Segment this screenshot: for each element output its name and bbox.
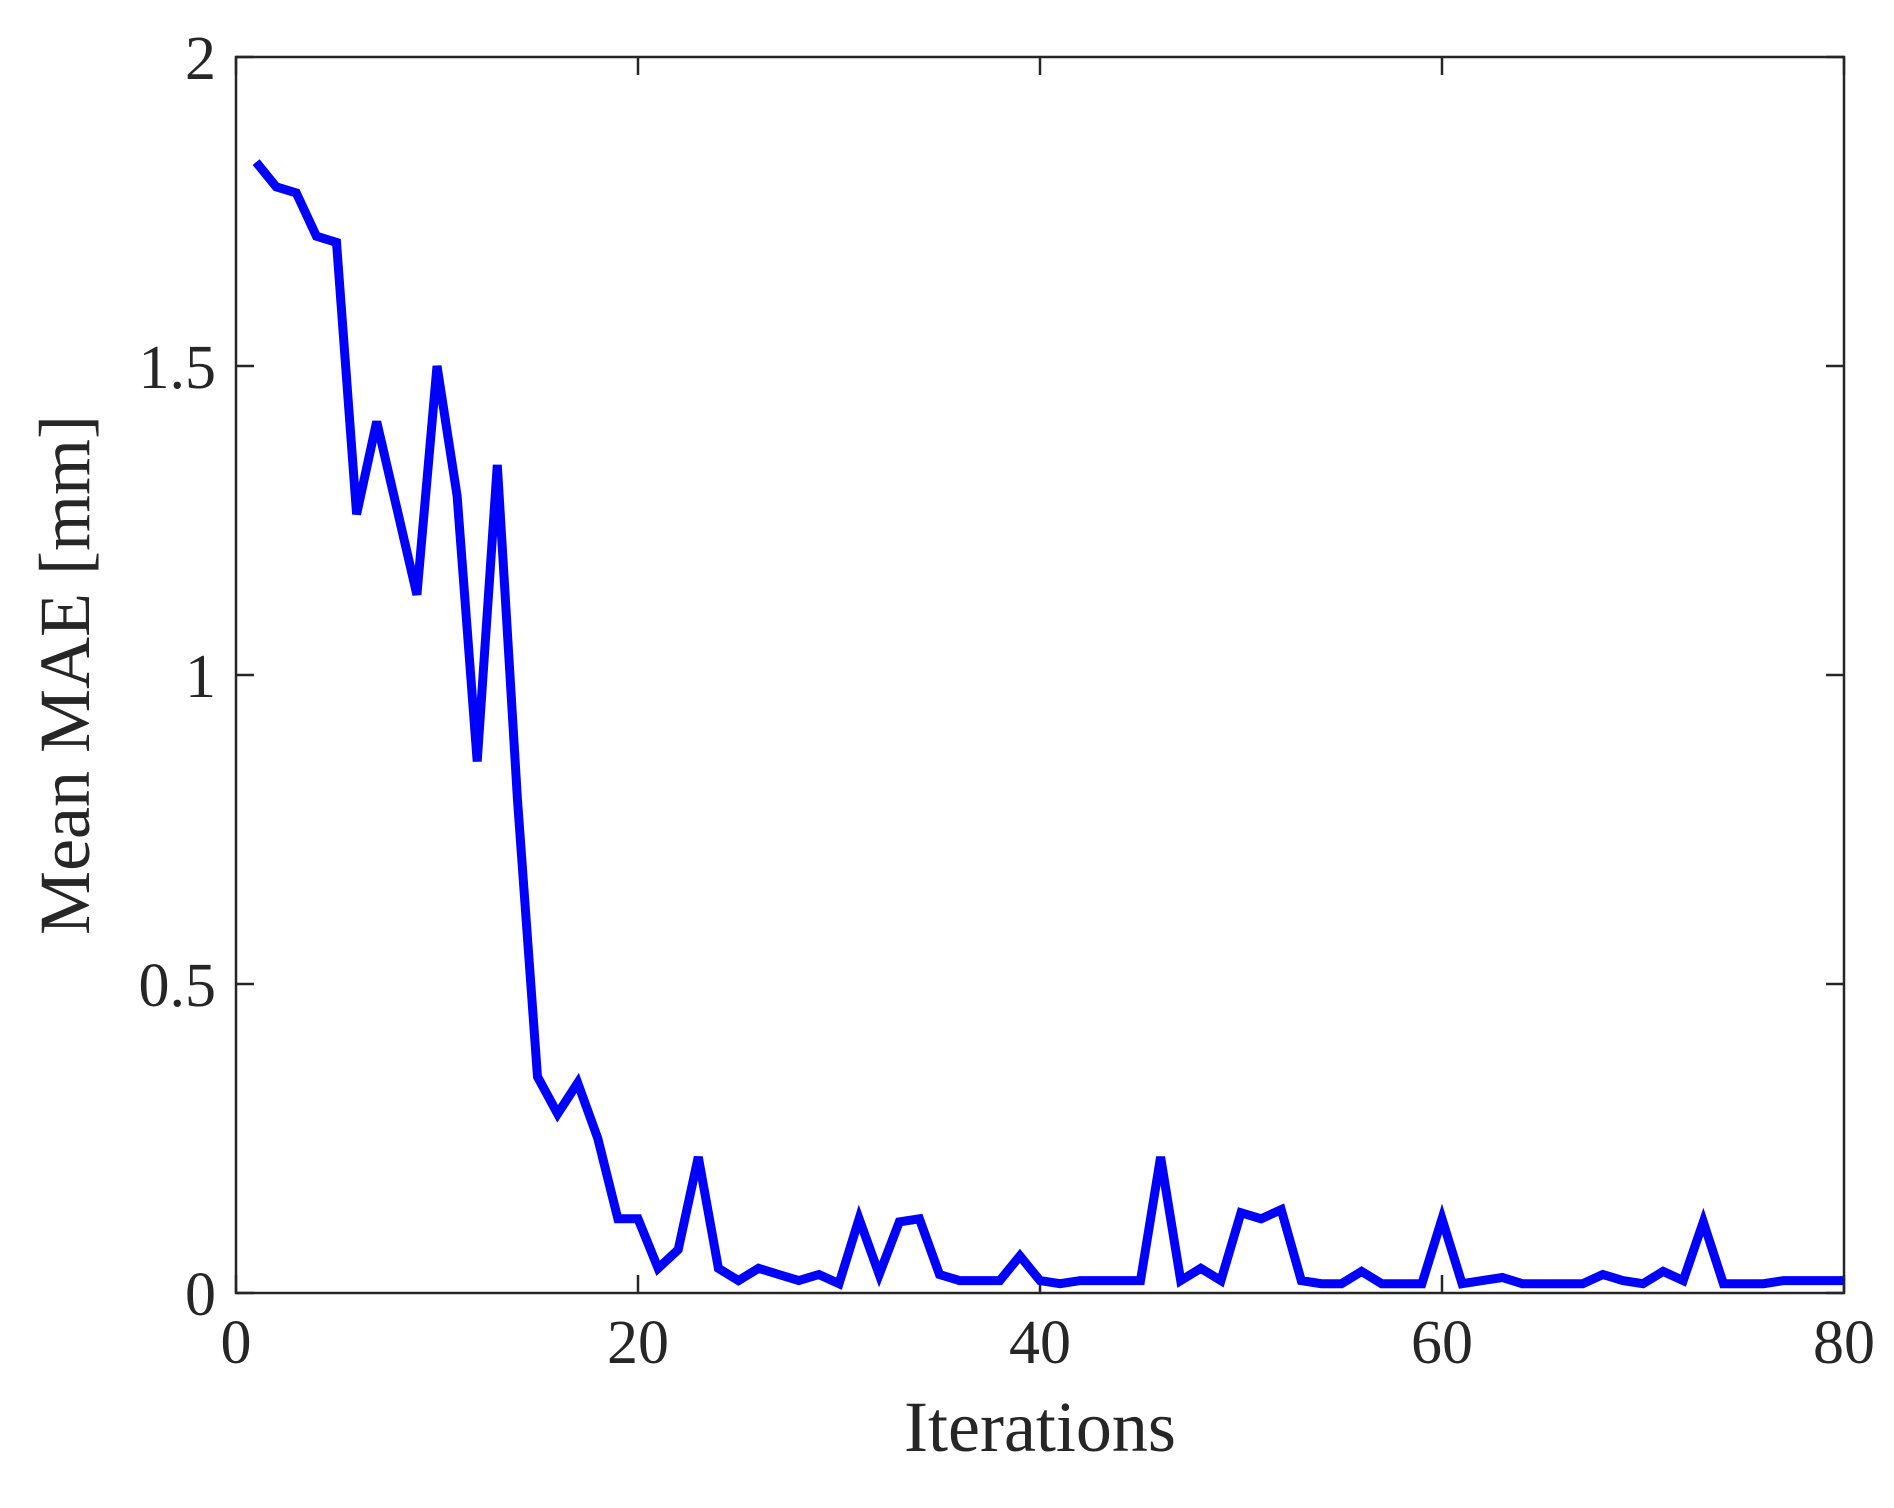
x-axis-label: Iterations [904, 1387, 1176, 1467]
plot-area [236, 57, 1844, 1293]
x-tick-label: 20 [607, 1309, 669, 1377]
y-axis-label: Mean MAE [mm] [25, 415, 105, 935]
x-tick-label: 40 [1009, 1309, 1071, 1377]
series-line [252, 159, 1844, 1290]
y-tick-label: 2 [185, 25, 216, 93]
y-tick-label: 1.5 [139, 334, 217, 402]
plot-frame [234, 55, 1846, 1295]
y-tick-label: 0 [185, 1261, 216, 1329]
x-tick-label: 80 [1813, 1309, 1875, 1377]
series-layer [252, 159, 1844, 1290]
y-tick-label: 0.5 [139, 952, 217, 1020]
x-tick-label: 60 [1411, 1309, 1473, 1377]
y-tick-label: 1 [185, 643, 216, 711]
x-tick-label: 0 [221, 1309, 252, 1377]
tick-labels: 0 20 40 60 80 0 0.5 1 1.5 2 [139, 25, 1876, 1377]
